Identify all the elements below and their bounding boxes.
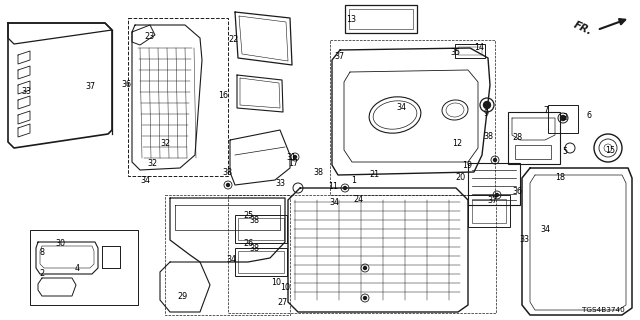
Text: 10: 10 bbox=[271, 278, 282, 287]
Bar bbox=[238, 251, 284, 273]
Text: 22: 22 bbox=[228, 36, 239, 44]
Bar bbox=[548, 105, 578, 133]
Text: 14: 14 bbox=[474, 43, 484, 52]
Bar bbox=[330, 40, 495, 195]
Text: FR.: FR. bbox=[572, 20, 594, 36]
Text: 6: 6 bbox=[586, 111, 591, 120]
Text: 30: 30 bbox=[56, 239, 66, 248]
Circle shape bbox=[344, 187, 346, 189]
Text: 8: 8 bbox=[39, 248, 44, 257]
Text: 38: 38 bbox=[314, 168, 324, 177]
Text: 33: 33 bbox=[520, 235, 530, 244]
Bar bbox=[468, 195, 510, 227]
Text: 17: 17 bbox=[288, 159, 298, 168]
Text: 11: 11 bbox=[328, 182, 338, 191]
Text: 37: 37 bbox=[86, 82, 96, 91]
Text: 1: 1 bbox=[351, 176, 356, 185]
Bar bbox=[472, 199, 506, 223]
Text: 34: 34 bbox=[329, 198, 339, 207]
Text: 35: 35 bbox=[451, 48, 461, 57]
Text: TGS4B3740: TGS4B3740 bbox=[582, 307, 625, 313]
Text: 33: 33 bbox=[22, 87, 32, 96]
Text: 34: 34 bbox=[141, 176, 151, 185]
Text: 31: 31 bbox=[286, 153, 296, 162]
Text: 13: 13 bbox=[346, 15, 356, 24]
Text: 7: 7 bbox=[543, 106, 548, 115]
Text: 24: 24 bbox=[353, 196, 364, 204]
Text: 34: 34 bbox=[540, 225, 550, 234]
Circle shape bbox=[364, 267, 367, 269]
Text: 18: 18 bbox=[555, 173, 565, 182]
Bar bbox=[458, 47, 482, 55]
Circle shape bbox=[294, 156, 296, 158]
Bar bbox=[468, 163, 520, 205]
Bar bbox=[128, 18, 228, 176]
Text: 5: 5 bbox=[562, 148, 567, 156]
Text: 33: 33 bbox=[275, 180, 285, 188]
Text: 12: 12 bbox=[452, 139, 463, 148]
Text: 4: 4 bbox=[74, 264, 79, 273]
Bar bbox=[235, 215, 287, 243]
Text: 32: 32 bbox=[147, 159, 157, 168]
Bar bbox=[515, 145, 551, 159]
Text: 16: 16 bbox=[218, 92, 228, 100]
Text: 3: 3 bbox=[562, 113, 567, 122]
Text: 15: 15 bbox=[605, 146, 615, 155]
Text: 2: 2 bbox=[39, 269, 44, 278]
Circle shape bbox=[364, 297, 367, 300]
Text: 29: 29 bbox=[177, 292, 188, 301]
Bar bbox=[30, 230, 138, 305]
Text: 19: 19 bbox=[462, 161, 472, 170]
Text: 25: 25 bbox=[243, 211, 253, 220]
Circle shape bbox=[493, 158, 497, 162]
Text: 21: 21 bbox=[369, 170, 380, 179]
Bar bbox=[349, 9, 413, 29]
Text: 10: 10 bbox=[280, 283, 290, 292]
Bar bbox=[455, 44, 485, 58]
Text: 27: 27 bbox=[278, 298, 288, 307]
Text: 38: 38 bbox=[250, 216, 260, 225]
Text: 23: 23 bbox=[144, 32, 154, 41]
Bar bbox=[228, 195, 496, 313]
Circle shape bbox=[495, 194, 499, 196]
Text: 26: 26 bbox=[243, 239, 253, 248]
Circle shape bbox=[561, 116, 566, 121]
Text: 34: 34 bbox=[397, 103, 407, 112]
Text: 32: 32 bbox=[160, 139, 170, 148]
Circle shape bbox=[227, 183, 230, 187]
Text: 9: 9 bbox=[484, 109, 489, 118]
Text: 37: 37 bbox=[334, 52, 344, 61]
Bar bbox=[235, 248, 287, 276]
Text: 37: 37 bbox=[488, 196, 498, 205]
Text: 38: 38 bbox=[250, 244, 260, 253]
Bar bbox=[508, 112, 560, 164]
Text: 38: 38 bbox=[483, 132, 493, 141]
Text: 28: 28 bbox=[512, 133, 522, 142]
Text: 36: 36 bbox=[121, 80, 131, 89]
Bar bbox=[238, 218, 284, 240]
Text: 34: 34 bbox=[227, 255, 237, 264]
Bar bbox=[345, 5, 417, 33]
Circle shape bbox=[483, 101, 490, 108]
Text: 38: 38 bbox=[222, 168, 232, 177]
Text: 20: 20 bbox=[456, 173, 466, 182]
Text: 36: 36 bbox=[512, 187, 522, 196]
